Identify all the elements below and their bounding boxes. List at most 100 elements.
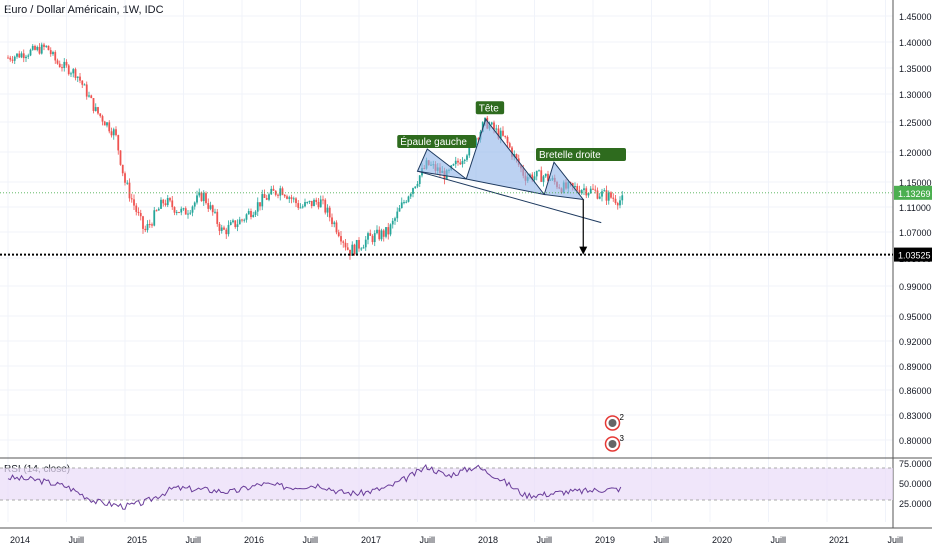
candle-body [225,229,228,235]
candle-body [160,199,162,209]
candle-body [171,200,174,208]
candle-body [322,199,324,201]
candle-body [187,213,189,215]
time-tick-label: 2016 [244,535,264,545]
candle-body [493,122,495,130]
candle-body [20,53,23,58]
time-tick-label: Juill [654,535,670,545]
candle-body [598,196,601,199]
candle-body [578,190,581,194]
label-right-shoulder-bg [536,148,626,161]
candle-body [387,227,390,235]
time-tick-label: 2017 [361,535,381,545]
candle-body [99,113,102,117]
candle-body [11,59,14,61]
candle-body [97,107,99,114]
candle-body [495,128,498,130]
candle-body [263,194,266,198]
candle-body [328,207,331,218]
candle-body [385,227,387,237]
marker-badge-count-1: 2 [620,413,625,422]
candle-body [603,190,606,192]
time-tick-label: Juill [69,535,85,545]
candle-body [279,188,282,196]
candle-body [232,220,234,223]
candle-body [574,186,576,188]
candle-body [405,201,408,203]
candle-body [184,208,187,215]
candle-body [223,227,225,230]
time-tick-label: 2021 [829,535,849,545]
candle-body [227,224,230,235]
candle-body [166,198,169,206]
candle-body [202,193,205,202]
candle-body [596,190,599,199]
candle-body [382,230,385,237]
candle-body [619,200,621,206]
candle-body [90,95,93,99]
candle-body [180,208,183,213]
candle-body [454,160,457,165]
candle-body [373,233,376,243]
candle-body [200,192,203,202]
candle-body [331,217,333,225]
candle-body [238,219,241,225]
candle-body [295,198,297,204]
price-tick-label: 1.25000 [899,118,932,128]
candle-body [245,214,248,220]
candle-body [407,196,410,202]
candle-body [344,242,347,248]
candle-body [175,212,178,214]
candle-body [463,159,466,162]
candle-body [16,53,18,57]
label-head-bg [475,101,505,115]
candle-body [61,67,63,69]
candle-body [396,211,399,219]
candle-body [45,45,48,47]
candle-body [128,182,131,199]
candle-body [110,131,113,136]
right-shoulder-shape [543,161,585,201]
price-tick-label: 1.35000 [899,64,932,74]
label-head: Tête [479,103,499,114]
candle-body [63,61,66,68]
candle-body [308,200,311,202]
candle-body [243,219,246,221]
candle-body [72,69,75,74]
candle-body [88,95,90,97]
candle-body [47,45,50,51]
candle-body [214,211,216,213]
candle-body [27,55,30,57]
candle-body [335,222,338,233]
candle-body [418,175,421,184]
candle-body [191,206,194,213]
candle-body [229,222,232,225]
time-tick-label: 2015 [127,535,147,545]
candle-body [304,202,306,207]
label-right-shoulder: Bretelle droite [539,150,601,161]
candle-body [268,194,270,200]
candle-body [376,229,378,234]
candle-body [389,224,392,235]
candle-body [58,63,61,68]
time-tick-label: Juill [888,535,904,545]
price-tick-label: 1.07000 [899,228,932,238]
candle-body [457,160,459,163]
candle-body [571,183,574,187]
candle-body [211,205,214,213]
target-arrow-head [579,246,588,255]
candle-body [342,241,345,243]
candle-body [398,208,401,212]
marker-badge-icon-2 [608,440,617,448]
candle-body [583,188,585,191]
price-tick-label: 1.40000 [899,38,932,48]
candle-body [43,44,45,47]
candle-body [7,57,9,59]
candle-body [216,211,219,224]
candle-body [79,76,81,81]
candle-body [409,193,412,197]
left-shoulder-shape [416,148,467,180]
candle-body [504,135,507,137]
candle-body [274,190,277,195]
